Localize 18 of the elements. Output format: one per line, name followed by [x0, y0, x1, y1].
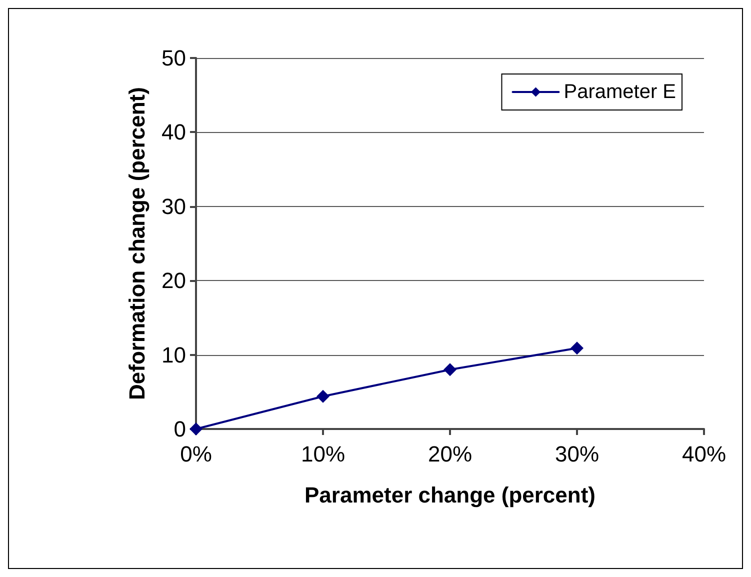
y-tick-label: 20	[162, 268, 186, 294]
x-axis-title: Parameter change (percent)	[304, 482, 596, 508]
y-tick-label: 0	[174, 416, 186, 442]
point	[444, 363, 456, 376]
y-tick-label: 50	[162, 46, 186, 70]
x-tick-label: 10%	[300, 442, 346, 466]
point	[190, 422, 202, 436]
x-tick-label: 40%	[682, 442, 726, 466]
point	[316, 390, 330, 403]
y-axis-title: Deformation change (percent)	[124, 87, 150, 400]
x-tick-label: 20%	[428, 442, 472, 466]
legend-label: Parameter E	[564, 81, 676, 103]
x-tick-label: 0%	[180, 442, 212, 466]
y-tick-label: 10	[162, 342, 186, 368]
point	[570, 342, 584, 355]
y-tick-label: 40	[162, 120, 186, 145]
x-tick-label: 30%	[554, 442, 600, 466]
y-tick-label: 30	[162, 194, 186, 219]
